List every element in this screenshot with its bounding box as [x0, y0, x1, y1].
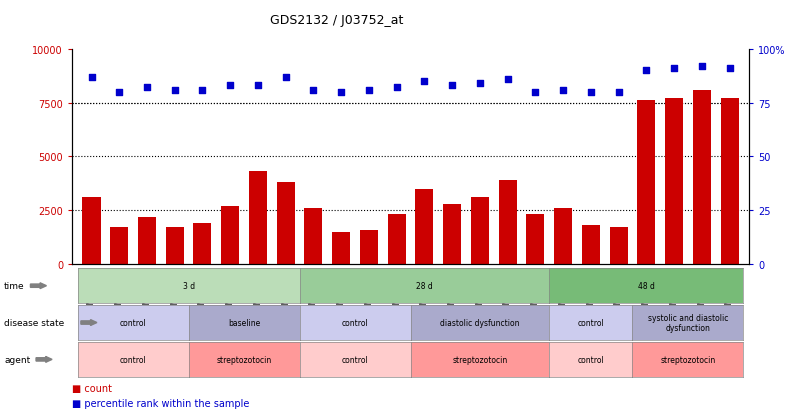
Point [335, 89, 348, 96]
Point [501, 76, 514, 83]
Text: streptozotocin: streptozotocin [660, 355, 715, 364]
Bar [138, 217, 156, 264]
Text: control: control [342, 355, 368, 364]
Bar [416, 189, 433, 264]
Bar [166, 228, 183, 264]
Bar [610, 228, 627, 264]
Text: systolic and diastolic
dysfunction: systolic and diastolic dysfunction [648, 313, 728, 332]
Point [85, 74, 98, 81]
Point [141, 85, 154, 92]
Point [196, 87, 209, 94]
Bar [526, 215, 545, 264]
Bar [638, 101, 655, 264]
Point [640, 68, 653, 74]
Point [529, 89, 541, 96]
Point [612, 89, 625, 96]
Bar [332, 232, 350, 264]
Point [445, 83, 458, 89]
Point [585, 89, 598, 96]
Point [667, 66, 680, 72]
Point [280, 74, 292, 81]
Bar [582, 225, 600, 264]
Bar [665, 99, 683, 264]
Point [223, 83, 236, 89]
Bar [221, 206, 239, 264]
Point [113, 89, 126, 96]
Text: baseline: baseline [228, 318, 260, 327]
Bar [83, 198, 100, 264]
Bar [388, 215, 405, 264]
Point [418, 78, 431, 85]
Bar [304, 209, 323, 264]
Text: control: control [119, 318, 147, 327]
Text: time: time [4, 282, 25, 290]
Text: ■ percentile rank within the sample: ■ percentile rank within the sample [72, 398, 249, 408]
Bar [111, 228, 128, 264]
Text: streptozotocin: streptozotocin [216, 355, 272, 364]
Point [390, 85, 403, 92]
Bar [471, 198, 489, 264]
Text: agent: agent [4, 355, 30, 364]
Text: diastolic dysfunction: diastolic dysfunction [440, 318, 520, 327]
Point [363, 87, 376, 94]
Point [473, 81, 486, 87]
Bar [194, 223, 211, 264]
Text: ■ count: ■ count [72, 383, 112, 393]
Point [557, 87, 570, 94]
Bar [443, 204, 461, 264]
Text: control: control [342, 318, 368, 327]
Point [168, 87, 181, 94]
Bar [554, 209, 572, 264]
Point [695, 64, 708, 70]
Text: 3 d: 3 d [183, 282, 195, 290]
Text: streptozotocin: streptozotocin [453, 355, 508, 364]
Text: control: control [578, 318, 604, 327]
Bar [693, 90, 710, 264]
Text: 28 d: 28 d [416, 282, 433, 290]
Point [252, 83, 264, 89]
Text: disease state: disease state [4, 318, 64, 327]
Bar [360, 230, 378, 264]
Text: control: control [119, 355, 147, 364]
Bar [276, 183, 295, 264]
Point [307, 87, 320, 94]
Text: GDS2132 / J03752_at: GDS2132 / J03752_at [270, 14, 403, 27]
Bar [249, 172, 267, 264]
Bar [498, 180, 517, 264]
Point [723, 66, 736, 72]
Text: control: control [578, 355, 604, 364]
Text: 48 d: 48 d [638, 282, 654, 290]
Bar [721, 99, 739, 264]
